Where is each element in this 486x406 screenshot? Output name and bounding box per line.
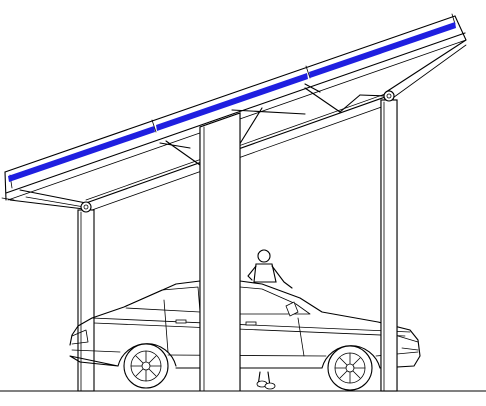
solar-panel [8,126,155,182]
right-column-front [380,99,398,392]
left-column [77,201,95,392]
rear-wheel [123,343,169,389]
solar-panel [156,73,308,131]
front-wheel [327,345,373,391]
middle-column-front [199,112,241,392]
person-figure [247,249,293,390]
solar-panels [8,22,456,182]
car [69,280,421,391]
solar-panel [309,22,456,78]
